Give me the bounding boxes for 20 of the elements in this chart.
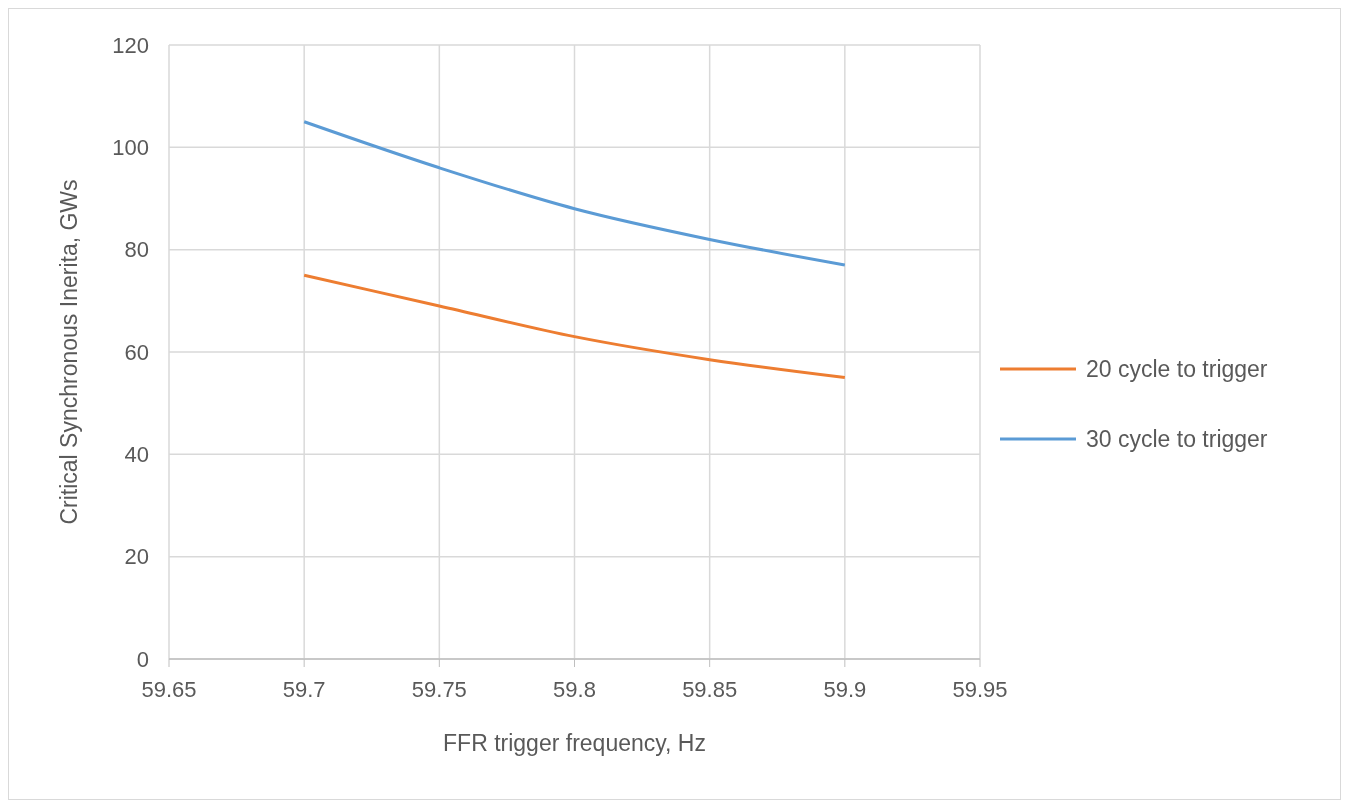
x-tick-label: 59.75 <box>411 676 467 702</box>
y-tick-label: 100 <box>112 135 149 161</box>
x-tick-label: 59.95 <box>952 676 1008 702</box>
x-tick-label: 59.65 <box>141 676 197 702</box>
legend-label: 30 cycle to trigger <box>1086 425 1268 453</box>
x-tick-label: 59.7 <box>282 676 326 702</box>
x-tick-label: 59.9 <box>823 676 867 702</box>
line-series <box>302 120 847 267</box>
y-axis-title: Critical Synchronous Inerita, GWs <box>56 179 83 525</box>
y-tick-label: 60 <box>124 339 149 365</box>
y-tick-label: 80 <box>124 237 149 263</box>
x-axis-title: FFR trigger frequency, Hz <box>443 730 706 756</box>
y-tick-label: 40 <box>124 442 149 468</box>
y-tick-label: 20 <box>124 544 149 570</box>
legend-label: 20 cycle to trigger <box>1086 355 1268 383</box>
y-tick-label: 120 <box>112 32 149 58</box>
x-tick-label: 59.85 <box>682 676 738 702</box>
y-tick-label: 0 <box>136 646 149 672</box>
x-tick-label: 59.8 <box>553 676 596 702</box>
line-series <box>302 273 847 380</box>
